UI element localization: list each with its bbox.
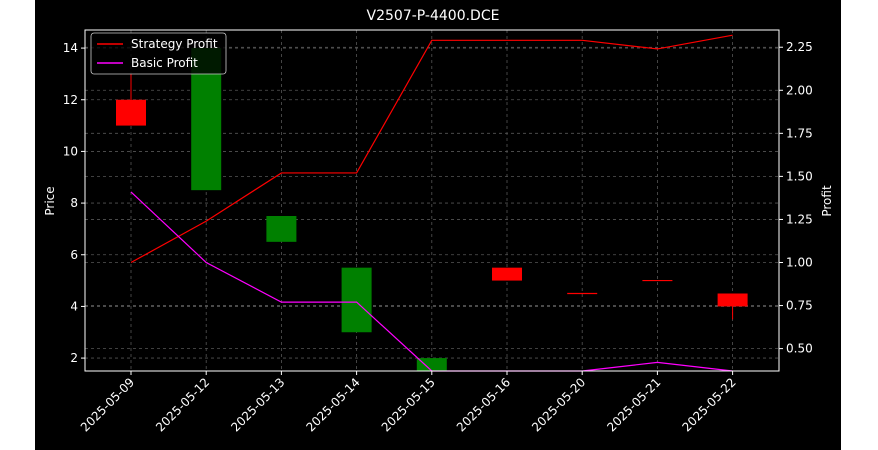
candle-body [341, 267, 372, 333]
legend-label: Strategy Profit [131, 37, 218, 51]
right-tick-label: 1.75 [786, 126, 813, 140]
candle-body [116, 99, 146, 126]
left-axis-label: Price [43, 186, 57, 215]
candle-body [492, 267, 522, 281]
right-tick-label: 0.75 [786, 299, 813, 313]
legend-label: Basic Profit [131, 56, 198, 70]
candle-body [266, 216, 297, 242]
right-tick-label: 1.00 [786, 256, 813, 270]
left-tick-label: 12 [63, 93, 78, 107]
left-tick-label: 2 [70, 351, 78, 365]
right-tick-label: 1.25 [786, 212, 813, 226]
left-axis: 2 4 6 8 10 12 14 [63, 41, 85, 365]
right-axis-label: Profit [820, 185, 834, 217]
right-axis: 0.50 0.75 1.00 1.25 1.50 1.75 2.00 2.25 [779, 40, 813, 356]
chart-title: V2507-P-4400.DCE [367, 8, 500, 24]
left-tick-label: 14 [63, 41, 78, 55]
right-tick-label: 1.50 [786, 169, 813, 183]
candle-body [717, 293, 748, 307]
left-tick-label: 4 [70, 299, 78, 313]
left-tick-label: 6 [70, 248, 78, 262]
right-tick-label: 0.50 [786, 342, 813, 356]
series-line [130, 34, 733, 264]
figure-background [35, 0, 841, 450]
legend: Strategy Profit Basic Profit [90, 32, 227, 75]
right-tick-label: 2.25 [786, 40, 813, 54]
left-tick-label: 8 [70, 196, 78, 210]
candle-body [416, 358, 447, 371]
legend-box [90, 32, 227, 75]
right-tick-label: 2.00 [786, 83, 813, 97]
left-tick-label: 10 [63, 144, 78, 158]
